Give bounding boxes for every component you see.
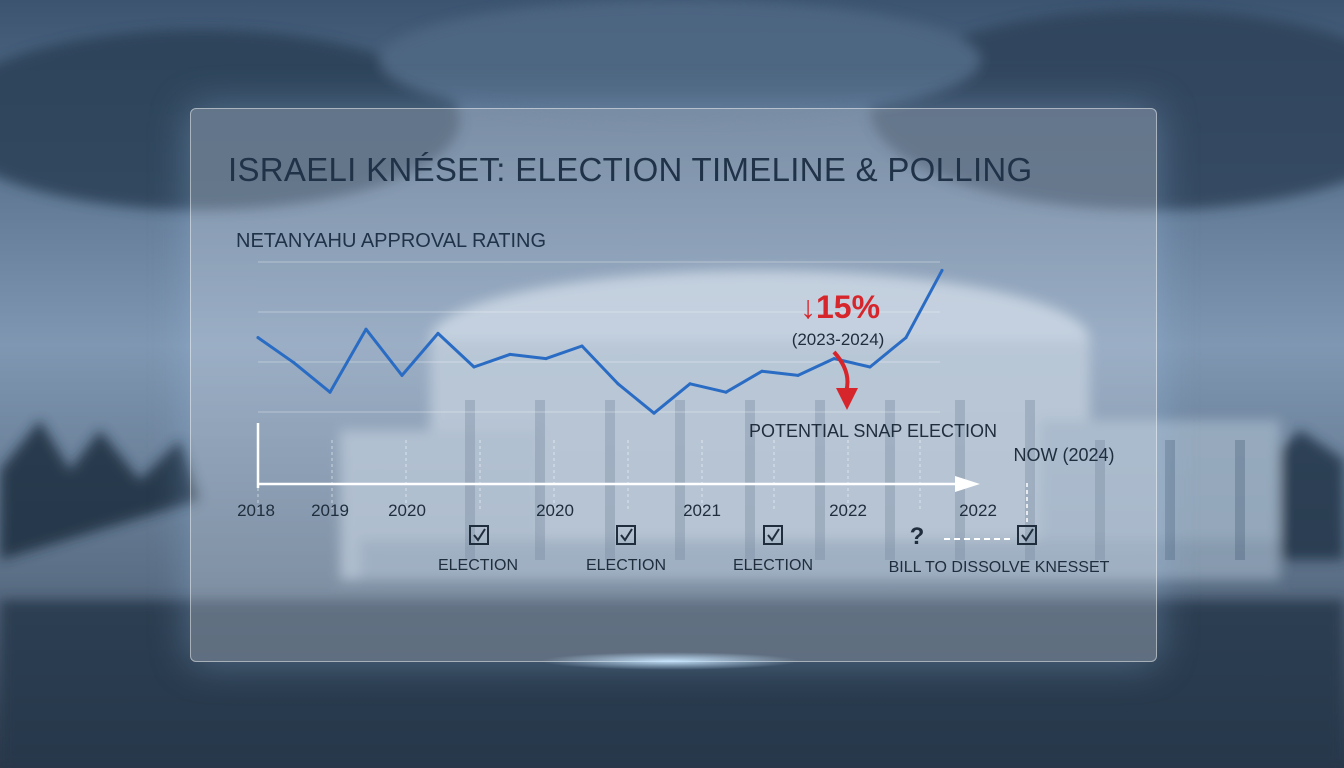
chart-panel [190, 108, 1157, 662]
x-tick-label: 2020 [536, 501, 574, 520]
chart-title: ISRAELI KNÉSET: ELECTION TIMELINE & POLL… [228, 151, 1033, 188]
checkbox-icon [469, 525, 489, 545]
data-point [544, 357, 548, 361]
dissolve-bill-label: BILL TO DISSOLVE KNESSET [889, 559, 1110, 576]
data-point [580, 344, 584, 348]
now-label: NOW (2024) [1013, 445, 1114, 465]
x-tick-label: 2021 [683, 501, 721, 520]
x-axis [256, 423, 1028, 522]
data-point [472, 365, 476, 369]
election-label: ELECTION [586, 557, 666, 574]
election-event-1: ELECTION [438, 525, 518, 574]
approval-series-line [256, 268, 944, 415]
data-point [616, 382, 620, 386]
question-mark: ? [910, 523, 925, 550]
election-label: ELECTION [438, 557, 518, 574]
panel-glow [540, 652, 800, 670]
election-event-3: ELECTION [733, 525, 813, 574]
data-point [328, 390, 332, 394]
x-tick-label: 2018 [237, 501, 275, 520]
data-point [868, 365, 872, 369]
data-point [400, 373, 404, 377]
data-point [256, 336, 260, 340]
data-point [724, 390, 728, 394]
checkbox-icon [763, 525, 783, 545]
x-tick-label: 2019 [311, 501, 349, 520]
chart-subtitle: NETANYAHU APPROVAL RATING [236, 230, 546, 252]
data-point [292, 361, 296, 365]
series-points [256, 268, 944, 415]
x-tick-label: 2022 [959, 501, 997, 520]
data-point [652, 411, 656, 415]
change-value: ↓15% [800, 289, 880, 325]
data-point [508, 352, 512, 356]
decline-arrowhead-icon [836, 388, 858, 410]
pending-event: ? BILL TO DISSOLVE KNESSET [889, 523, 1110, 576]
change-annotation: ↓15% (2023-2024) [792, 289, 885, 410]
snap-election-label: POTENTIAL SNAP ELECTION [749, 421, 997, 441]
election-event-2: ELECTION [586, 525, 666, 574]
data-point [796, 373, 800, 377]
data-point [904, 336, 908, 340]
change-period: (2023-2024) [792, 330, 885, 349]
x-tick-labels: 2018 2019 2020 2020 2021 2022 2022 [237, 501, 997, 520]
vertical-gridlines [257, 440, 921, 512]
data-point [760, 369, 764, 373]
data-point [436, 331, 440, 335]
checkbox-icon [616, 525, 636, 545]
data-point [688, 382, 692, 386]
x-tick-label: 2020 [388, 501, 426, 520]
x-tick-label: 2022 [829, 501, 867, 520]
checkbox-icon [1017, 525, 1037, 545]
data-point [832, 357, 836, 361]
data-point [364, 327, 368, 331]
election-label: ELECTION [733, 557, 813, 574]
election-events: ELECTION ELECTION ELECTION ? BILL TO DIS… [438, 523, 1110, 576]
axis-arrow-icon [955, 476, 980, 492]
data-point [940, 268, 944, 272]
